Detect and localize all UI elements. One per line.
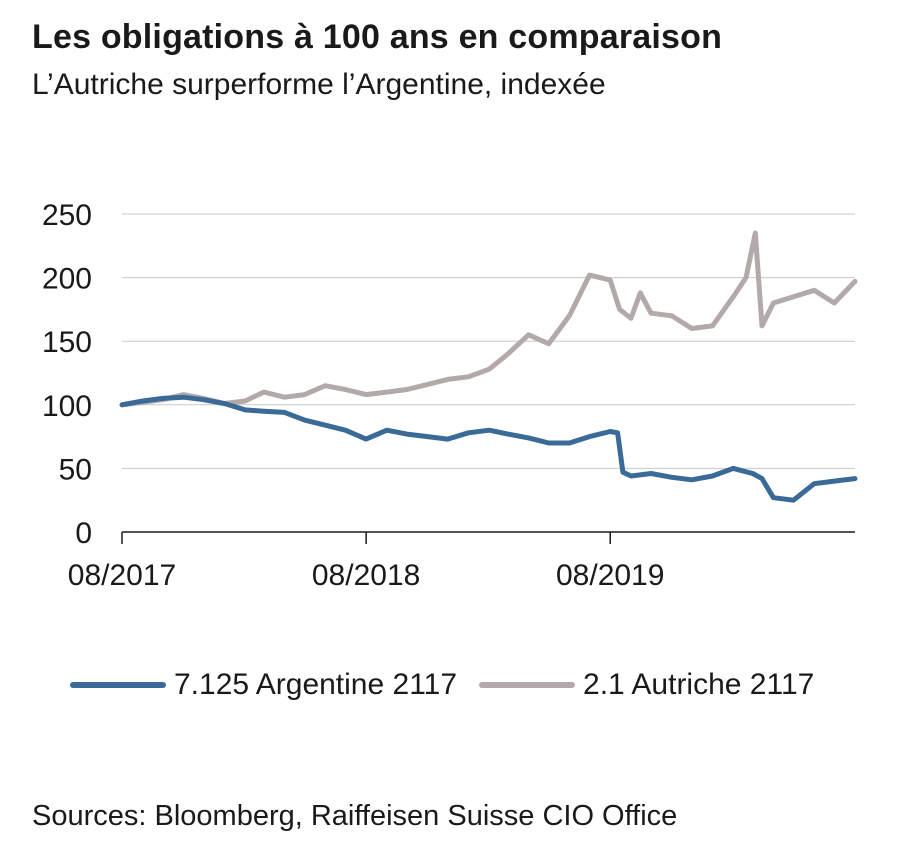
legend-label-argentine: 7.125 Argentine 2117 — [174, 668, 458, 701]
series-line-autriche — [119, 230, 858, 408]
grid-lines — [122, 213, 855, 469]
legend-swatch-argentine — [70, 682, 166, 688]
legend-label-autriche: 2.1 Autriche 2117 — [583, 668, 815, 701]
x-tick-label: 08/2019 — [556, 559, 664, 592]
y-tick-label: 100 — [42, 390, 92, 423]
x-tick-label: 08/2018 — [312, 559, 420, 592]
x-axis: 08/2017 08/2018 08/2019 — [68, 531, 855, 592]
chart-title: Les obligations à 100 ans en comparaison — [32, 18, 723, 56]
y-tick-label: 50 — [59, 453, 92, 486]
series-line-argentine — [119, 394, 858, 503]
legend-item-argentine: 7.125 Argentine 2117 — [70, 668, 457, 702]
y-tick-label: 150 — [42, 326, 92, 359]
legend-swatch-autriche — [479, 682, 576, 688]
legend-item-autriche: 2.1 Autriche 2117 — [479, 668, 814, 702]
y-tick-label: 250 — [42, 199, 92, 232]
line-chart: 0 50 100 150 200 250 08/2017 08/2018 08/2019 — [42, 199, 858, 592]
legend: 7.125 Argentine 2117 2.1 Autriche 2117 — [70, 668, 836, 702]
chart-subtitle: L’Autriche surperforme l’Argentine, inde… — [32, 68, 606, 101]
source-note: Sources: Bloomberg, Raiffeisen Suisse CI… — [32, 800, 678, 832]
x-tick-label: 08/2017 — [68, 559, 176, 592]
series-lines — [119, 230, 858, 503]
y-axis-tick-labels: 0 50 100 150 200 250 — [42, 199, 92, 550]
y-tick-label: 0 — [75, 517, 92, 550]
y-tick-label: 200 — [42, 263, 92, 296]
